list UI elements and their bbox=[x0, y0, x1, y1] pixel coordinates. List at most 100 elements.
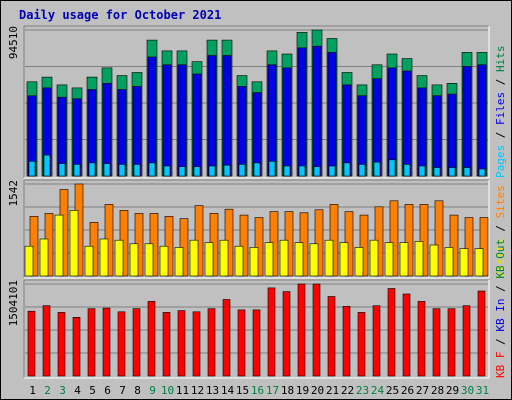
bar-hits-pages bbox=[433, 167, 441, 177]
bar-hits-files bbox=[147, 56, 157, 177]
bar-hits-pages bbox=[313, 166, 321, 177]
bar-visits-visits bbox=[99, 238, 109, 277]
bar-kbytes-kbytes bbox=[87, 308, 96, 377]
bar-kbytes-kbytes bbox=[402, 293, 411, 377]
x-tick-label: 29 bbox=[446, 384, 459, 397]
bar-visits-sites bbox=[419, 204, 429, 277]
x-tick-label: 1 bbox=[29, 384, 36, 397]
bar-kbytes-kbytes bbox=[432, 308, 441, 377]
x-tick-label: 12 bbox=[191, 384, 204, 397]
x-tick-label: 5 bbox=[89, 384, 96, 397]
bar-kbytes-kbytes bbox=[117, 311, 126, 377]
legend-entry: / bbox=[494, 72, 507, 92]
panel-visits-legend: Visits / Sites bbox=[494, 185, 507, 278]
bar-hits-files bbox=[132, 86, 142, 177]
x-tick-label: 23 bbox=[356, 384, 369, 397]
bar-visits-sites bbox=[389, 200, 399, 277]
bar-hits-pages bbox=[268, 161, 276, 177]
bar-hits-pages bbox=[163, 165, 171, 177]
x-tick-label: 14 bbox=[221, 384, 235, 397]
bar-visits-sites bbox=[239, 214, 249, 277]
bar-kbytes-kbytes bbox=[252, 309, 261, 377]
bar-kbytes-kbytes bbox=[102, 307, 111, 377]
x-tick-label: 6 bbox=[104, 384, 111, 397]
legend-entry: / bbox=[494, 218, 507, 238]
bar-kbytes-kbytes bbox=[207, 308, 216, 377]
bar-kbytes-kbytes bbox=[192, 311, 201, 377]
bar-visits-visits bbox=[69, 210, 79, 277]
bar-hits-pages bbox=[463, 167, 471, 177]
bar-visits-sites bbox=[479, 217, 489, 277]
bar-kbytes-kbytes bbox=[72, 316, 81, 377]
bar-hits-files bbox=[222, 55, 232, 177]
x-tick-label: 25 bbox=[386, 384, 399, 397]
bar-kbytes-kbytes bbox=[417, 301, 426, 377]
x-tick-label: 11 bbox=[176, 384, 189, 397]
bar-hits-files bbox=[372, 78, 382, 177]
x-tick-label: 4 bbox=[74, 384, 81, 397]
x-tick-label: 10 bbox=[161, 384, 174, 397]
bar-visits-sites bbox=[449, 214, 459, 277]
x-tick-label: 30 bbox=[461, 384, 474, 397]
bar-hits-pages bbox=[208, 165, 216, 177]
x-tick-label: 7 bbox=[119, 384, 126, 397]
bar-visits-visits bbox=[369, 239, 379, 277]
bar-kbytes-kbytes bbox=[462, 305, 471, 377]
bar-hits-pages bbox=[118, 164, 126, 177]
bar-hits-files bbox=[192, 73, 202, 177]
bar-hits-files bbox=[207, 55, 217, 177]
bar-visits-visits bbox=[474, 248, 484, 277]
bar-visits-visits bbox=[189, 239, 199, 277]
x-tick-label: 8 bbox=[134, 384, 141, 397]
bar-hits-files bbox=[312, 45, 322, 177]
bar-hits-files bbox=[297, 47, 307, 177]
bar-hits-files bbox=[327, 52, 337, 177]
bar-kbytes-kbytes bbox=[477, 290, 486, 377]
legend-entry: KB F bbox=[494, 352, 507, 379]
x-tick-label: 16 bbox=[251, 384, 264, 397]
x-tick-label: 2 bbox=[44, 384, 51, 397]
bar-hits-pages bbox=[58, 163, 66, 177]
legend-entry: Sites bbox=[494, 185, 507, 218]
bar-visits-visits bbox=[384, 242, 394, 277]
bar-visits-visits bbox=[459, 248, 469, 277]
bar-hits-pages bbox=[418, 165, 426, 177]
bar-hits-pages bbox=[103, 163, 111, 177]
bar-kbytes-kbytes bbox=[297, 283, 306, 377]
chart-title: Daily usage for October 2021 bbox=[19, 8, 221, 22]
bar-hits-pages bbox=[328, 165, 336, 177]
bar-visits-visits bbox=[54, 214, 64, 277]
x-tick-label: 27 bbox=[416, 384, 429, 397]
legend-entry: KB In bbox=[494, 299, 507, 332]
bar-kbytes-kbytes bbox=[357, 312, 366, 377]
bar-hits-files bbox=[357, 95, 367, 177]
bar-hits-files bbox=[432, 95, 442, 177]
x-tick-label: 20 bbox=[311, 384, 324, 397]
bar-kbytes-kbytes bbox=[372, 305, 381, 377]
bar-kbytes-kbytes bbox=[27, 310, 36, 377]
bar-visits-visits bbox=[444, 247, 454, 277]
bar-kbytes-kbytes bbox=[327, 296, 336, 377]
x-tick-label: 28 bbox=[431, 384, 444, 397]
bar-visits-visits bbox=[414, 241, 424, 277]
chart-panels: 94510 Pages / Files / Hits 1542 Visits / Si… bbox=[7, 25, 507, 379]
bar-visits-sites bbox=[314, 209, 324, 277]
bar-hits-files bbox=[402, 70, 412, 177]
bar-visits-visits bbox=[219, 239, 229, 277]
bar-kbytes-kbytes bbox=[162, 312, 171, 377]
bar-kbytes-kbytes bbox=[387, 288, 396, 377]
bar-kbytes-kbytes bbox=[147, 301, 156, 377]
bar-visits-sites bbox=[359, 214, 369, 277]
bar-kbytes-kbytes bbox=[237, 309, 246, 377]
bar-hits-files bbox=[417, 87, 427, 177]
bar-kbytes-kbytes bbox=[132, 308, 141, 377]
bar-hits-files bbox=[447, 93, 457, 177]
bar-kbytes-kbytes bbox=[342, 305, 351, 377]
bar-hits-pages bbox=[223, 164, 231, 177]
bar-visits-visits bbox=[24, 245, 34, 277]
bar-hits-pages bbox=[388, 159, 396, 177]
bar-hits-files bbox=[102, 83, 112, 177]
panel-visits-ymax-label: 1542 bbox=[7, 180, 20, 207]
x-tick-label: 31 bbox=[476, 384, 489, 397]
bar-kbytes-kbytes bbox=[222, 299, 231, 377]
